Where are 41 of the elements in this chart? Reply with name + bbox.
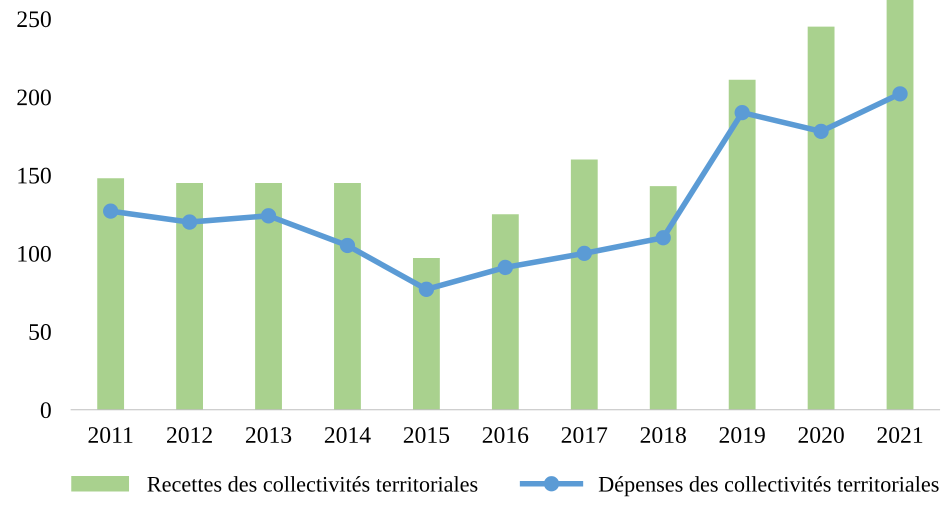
bar — [728, 80, 756, 410]
bar — [886, 0, 914, 410]
x-tick-label: 2013 — [246, 427, 292, 444]
bar — [808, 26, 835, 410]
point — [734, 104, 750, 120]
bar — [255, 182, 282, 410]
bar — [412, 258, 440, 410]
legend-label: Dépenses des collectivités territoriales — [598, 476, 939, 496]
x-tick-label: 2014 — [324, 427, 371, 444]
y-tick-label: 150 — [18, 168, 51, 184]
bar — [334, 182, 361, 410]
y-tick-label: 200 — [17, 89, 51, 106]
y-tick-label: 50 — [29, 324, 51, 340]
y-tick-label: 0 — [40, 402, 51, 418]
point — [576, 246, 592, 261]
x-tick-label: 2021 — [877, 427, 922, 444]
x-tick-label: 2015 — [404, 427, 450, 444]
y-tick-label: 250 — [17, 11, 51, 28]
bar — [97, 178, 124, 410]
x-tick-label: 2012 — [167, 427, 212, 444]
x-tick-label: 2011 — [88, 427, 132, 444]
x-tick-label: 2018 — [640, 427, 686, 444]
y-tick-label: 100 — [18, 246, 51, 262]
x-tick-label: 2017 — [562, 427, 608, 444]
point — [418, 282, 434, 297]
bar — [650, 186, 677, 410]
point — [260, 208, 276, 224]
bar — [176, 182, 204, 410]
point — [340, 238, 356, 254]
point — [656, 230, 671, 246]
bar — [492, 214, 519, 410]
x-tick-label: 2016 — [482, 427, 528, 444]
x-tick-label: 2019 — [720, 427, 765, 444]
legend-label: Recettes des collectivités territoriales — [147, 476, 478, 492]
bar — [570, 160, 598, 410]
x-tick-label: 2020 — [798, 427, 844, 444]
point — [813, 124, 829, 140]
point — [103, 203, 118, 219]
point — [892, 86, 908, 102]
point — [498, 260, 513, 276]
point — [182, 214, 198, 230]
